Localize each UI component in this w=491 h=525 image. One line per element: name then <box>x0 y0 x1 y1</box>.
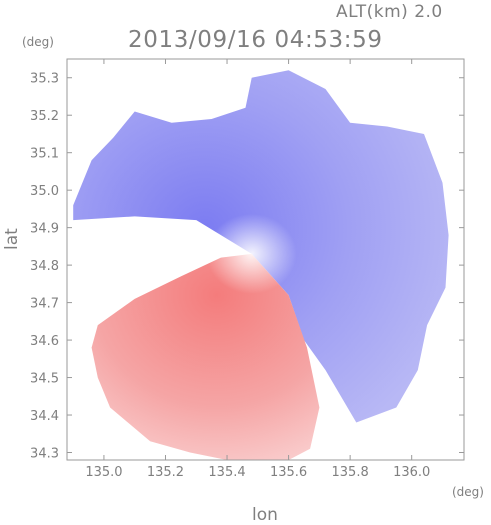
y-tick-label: 35.1 <box>30 147 59 162</box>
x-tick-label: 135.6 <box>270 465 307 480</box>
y-tick-label: 34.8 <box>30 259 59 274</box>
y-tick-label: 35.2 <box>30 109 59 124</box>
altitude-label: ALT(km) 2.0 <box>336 2 443 22</box>
x-tick-label: 135.4 <box>208 465 245 480</box>
y-axis-unit: (deg) <box>22 35 54 49</box>
x-axis-unit: (deg) <box>452 485 484 499</box>
plot-frame <box>66 58 465 461</box>
y-tick-label: 34.5 <box>30 372 59 387</box>
y-tick-label: 34.9 <box>30 222 59 237</box>
timestamp-title: 2013/09/16 04:53:59 <box>128 27 383 53</box>
x-tick-label: 135.2 <box>147 465 184 480</box>
y-tick-label: 34.3 <box>30 447 59 462</box>
y-tick-label: 35.0 <box>30 184 59 199</box>
x-tick-label: 135.0 <box>85 465 122 480</box>
x-axis: 135.0 135.2 135.4 135.6 135.8 136.0 <box>85 59 430 480</box>
y-tick-label: 34.6 <box>30 334 59 349</box>
y-tick-label: 34.7 <box>30 297 59 312</box>
x-tick-label: 135.8 <box>332 465 369 480</box>
x-tick-label: 136.0 <box>393 465 430 480</box>
y-axis: 34.3 34.4 34.5 34.6 34.7 34.8 34.9 35.0 35.1 35.2… <box>30 72 464 462</box>
x-axis-label: lon <box>252 505 278 525</box>
y-tick-label: 35.3 <box>30 72 59 87</box>
y-tick-label: 34.4 <box>30 409 59 424</box>
radar-center-fade <box>206 213 297 294</box>
region-approaching <box>91 253 320 460</box>
